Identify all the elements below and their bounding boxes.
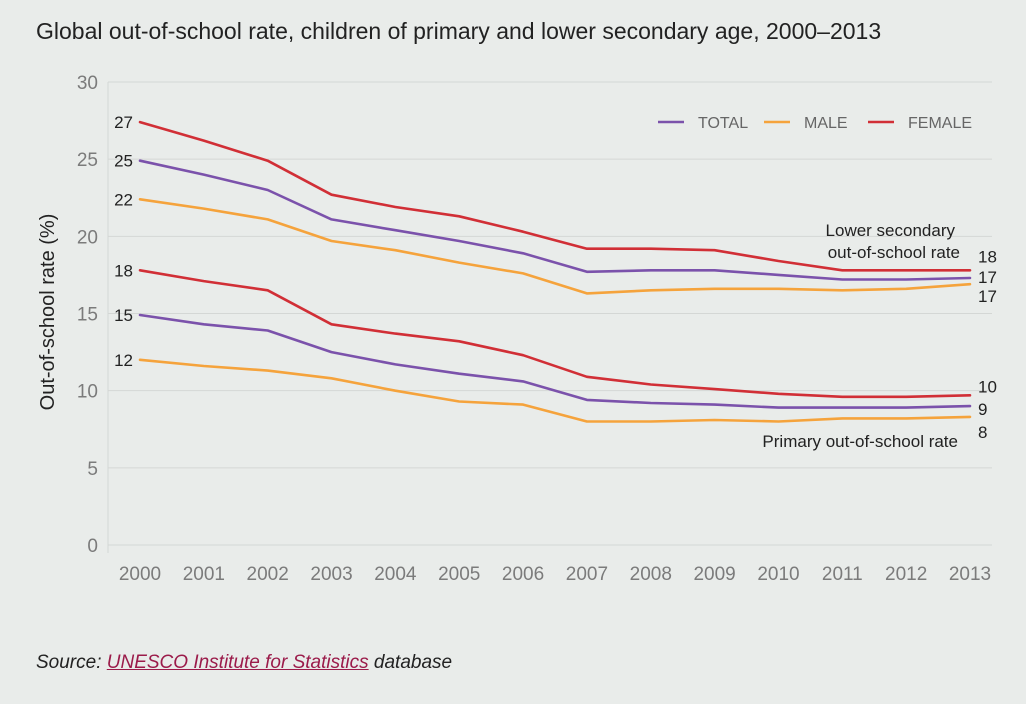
end-value-label: 9: [978, 400, 987, 419]
y-tick-label: 30: [77, 73, 98, 94]
x-tick-label: 2001: [183, 564, 225, 585]
lower-secondary-annotation-line2: out-of-school rate: [828, 243, 960, 262]
end-value-label: 17: [978, 268, 997, 287]
x-tick-label: 2005: [438, 564, 480, 585]
x-tick-label: 2011: [822, 564, 863, 585]
start-value-label: 12: [114, 351, 133, 370]
legend-label-male: MALE: [804, 115, 848, 132]
source-prefix: Source:: [36, 652, 107, 673]
legend-label-female: FEMALE: [908, 115, 972, 132]
end-value-label: 18: [978, 247, 997, 266]
y-tick-label: 20: [77, 227, 98, 248]
series-line-primary-male: [138, 358, 972, 423]
end-value-label: 8: [978, 423, 987, 442]
series-line-lower_secondary-total: [138, 159, 972, 281]
y-tick-label: 10: [77, 382, 98, 403]
x-tick-label: 2010: [757, 564, 799, 585]
start-value-label: 27: [114, 113, 133, 132]
source-note: Source: UNESCO Institute for Statistics …: [36, 652, 452, 674]
y-tick-label: 5: [87, 459, 98, 480]
series-line-lower_secondary-female: [138, 120, 972, 272]
x-tick-label: 2002: [247, 564, 289, 585]
y-axis-ticks: 0 5 10 15 20 25 30: [77, 73, 98, 557]
lower-secondary-annotation-line1: Lower secondary: [826, 221, 956, 240]
y-tick-label: 15: [77, 305, 98, 326]
gridlines: [107, 81, 992, 553]
start-value-label: 18: [114, 261, 133, 280]
source-suffix: database: [368, 652, 453, 673]
series-line-primary-female: [138, 268, 972, 399]
y-tick-label: 25: [77, 150, 98, 171]
source-link[interactable]: UNESCO Institute for Statistics: [106, 652, 369, 673]
legend: TOTAL MALE FEMALE: [658, 115, 972, 132]
series-line-primary-total: [138, 313, 972, 409]
legend-label-total: TOTAL: [698, 115, 748, 132]
x-tick-label: 2009: [693, 564, 735, 585]
series-lines: [138, 120, 972, 423]
x-tick-label: 2000: [119, 564, 161, 585]
y-axis-label: Out-of-school rate (%): [37, 214, 59, 411]
primary-annotation: Primary out-of-school rate: [762, 432, 958, 451]
start-value-label: 22: [114, 190, 133, 209]
end-value-label: 10: [978, 377, 997, 396]
x-tick-label: 2013: [949, 564, 991, 585]
end-value-label: 17: [978, 287, 997, 306]
x-tick-label: 2007: [566, 564, 608, 585]
start-value-label: 15: [114, 306, 133, 325]
x-tick-label: 2012: [885, 564, 927, 585]
y-tick-label: 0: [87, 536, 98, 557]
start-value-label: 25: [114, 152, 133, 171]
chart-title: Global out-of-school rate, children of p…: [36, 18, 882, 44]
x-tick-label: 2008: [630, 564, 672, 585]
series-line-lower_secondary-male: [138, 198, 972, 295]
x-tick-label: 2004: [374, 564, 417, 585]
x-tick-label: 2006: [502, 564, 544, 585]
x-axis-ticks: 2000 2001 2002 2003 2004 2005 2006 2007 2008 2009…: [119, 564, 991, 585]
x-tick-label: 2003: [310, 564, 352, 585]
annotations: Lower secondary out-of-school rate Primary…: [762, 221, 960, 451]
